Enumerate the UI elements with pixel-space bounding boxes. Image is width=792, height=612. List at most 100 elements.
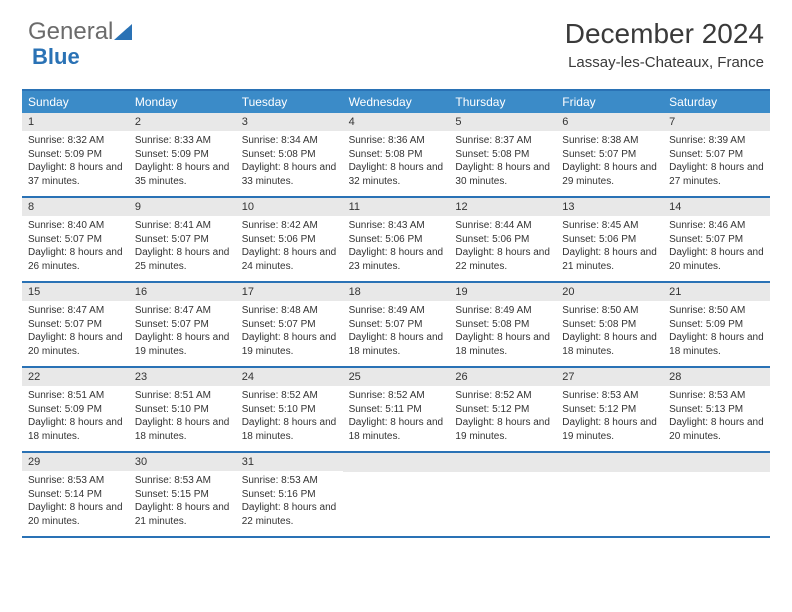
sunrise-line: Sunrise: 8:47 AM [135, 304, 230, 318]
day-cell: 31Sunrise: 8:53 AMSunset: 5:16 PMDayligh… [236, 453, 343, 536]
week-row: 29Sunrise: 8:53 AMSunset: 5:14 PMDayligh… [22, 453, 770, 538]
day-body: Sunrise: 8:53 AMSunset: 5:13 PMDaylight:… [663, 386, 770, 451]
empty-day-header [556, 453, 663, 472]
sunrise-line: Sunrise: 8:51 AM [28, 389, 123, 403]
day-number: 6 [556, 113, 663, 131]
day-cell: 17Sunrise: 8:48 AMSunset: 5:07 PMDayligh… [236, 283, 343, 366]
sunrise-line: Sunrise: 8:42 AM [242, 219, 337, 233]
day-cell [556, 453, 663, 536]
empty-day-header [663, 453, 770, 472]
day-cell: 8Sunrise: 8:40 AMSunset: 5:07 PMDaylight… [22, 198, 129, 281]
logo-text-blue: Blue [32, 44, 80, 70]
daylight-line: Daylight: 8 hours and 18 minutes. [349, 331, 444, 358]
sunset-line: Sunset: 5:15 PM [135, 488, 230, 502]
day-body: Sunrise: 8:51 AMSunset: 5:10 PMDaylight:… [129, 386, 236, 451]
daylight-line: Daylight: 8 hours and 32 minutes. [349, 161, 444, 188]
day-body: Sunrise: 8:50 AMSunset: 5:08 PMDaylight:… [556, 301, 663, 366]
day-number: 28 [663, 368, 770, 386]
weekday-header-row: SundayMondayTuesdayWednesdayThursdayFrid… [22, 91, 770, 113]
sunrise-line: Sunrise: 8:41 AM [135, 219, 230, 233]
day-cell: 21Sunrise: 8:50 AMSunset: 5:09 PMDayligh… [663, 283, 770, 366]
day-cell: 15Sunrise: 8:47 AMSunset: 5:07 PMDayligh… [22, 283, 129, 366]
day-body: Sunrise: 8:39 AMSunset: 5:07 PMDaylight:… [663, 131, 770, 196]
sunrise-line: Sunrise: 8:53 AM [135, 474, 230, 488]
daylight-line: Daylight: 8 hours and 19 minutes. [135, 331, 230, 358]
sunset-line: Sunset: 5:14 PM [28, 488, 123, 502]
sunrise-line: Sunrise: 8:53 AM [242, 474, 337, 488]
weekday-header: Tuesday [236, 91, 343, 113]
day-body: Sunrise: 8:53 AMSunset: 5:12 PMDaylight:… [556, 386, 663, 451]
sunrise-line: Sunrise: 8:38 AM [562, 134, 657, 148]
day-body: Sunrise: 8:49 AMSunset: 5:08 PMDaylight:… [449, 301, 556, 366]
day-body: Sunrise: 8:53 AMSunset: 5:15 PMDaylight:… [129, 471, 236, 536]
sunrise-line: Sunrise: 8:52 AM [349, 389, 444, 403]
sunset-line: Sunset: 5:13 PM [669, 403, 764, 417]
day-number: 31 [236, 453, 343, 471]
daylight-line: Daylight: 8 hours and 24 minutes. [242, 246, 337, 273]
sunset-line: Sunset: 5:09 PM [135, 148, 230, 162]
day-cell: 30Sunrise: 8:53 AMSunset: 5:15 PMDayligh… [129, 453, 236, 536]
day-body: Sunrise: 8:52 AMSunset: 5:10 PMDaylight:… [236, 386, 343, 451]
day-body: Sunrise: 8:45 AMSunset: 5:06 PMDaylight:… [556, 216, 663, 281]
empty-day-header [343, 453, 450, 472]
daylight-line: Daylight: 8 hours and 18 minutes. [349, 416, 444, 443]
daylight-line: Daylight: 8 hours and 20 minutes. [669, 416, 764, 443]
sunrise-line: Sunrise: 8:51 AM [135, 389, 230, 403]
daylight-line: Daylight: 8 hours and 18 minutes. [242, 416, 337, 443]
sunrise-line: Sunrise: 8:49 AM [455, 304, 550, 318]
day-number: 16 [129, 283, 236, 301]
daylight-line: Daylight: 8 hours and 19 minutes. [455, 416, 550, 443]
sunrise-line: Sunrise: 8:50 AM [669, 304, 764, 318]
day-cell: 1Sunrise: 8:32 AMSunset: 5:09 PMDaylight… [22, 113, 129, 196]
day-cell: 13Sunrise: 8:45 AMSunset: 5:06 PMDayligh… [556, 198, 663, 281]
logo-triangle-icon [114, 24, 132, 40]
empty-day-body [449, 472, 556, 528]
sunset-line: Sunset: 5:11 PM [349, 403, 444, 417]
day-body: Sunrise: 8:53 AMSunset: 5:14 PMDaylight:… [22, 471, 129, 536]
sunrise-line: Sunrise: 8:44 AM [455, 219, 550, 233]
sunset-line: Sunset: 5:07 PM [669, 148, 764, 162]
daylight-line: Daylight: 8 hours and 18 minutes. [669, 331, 764, 358]
day-body: Sunrise: 8:47 AMSunset: 5:07 PMDaylight:… [129, 301, 236, 366]
day-number: 23 [129, 368, 236, 386]
day-number: 4 [343, 113, 450, 131]
day-body: Sunrise: 8:34 AMSunset: 5:08 PMDaylight:… [236, 131, 343, 196]
sunset-line: Sunset: 5:06 PM [455, 233, 550, 247]
weekday-header: Thursday [449, 91, 556, 113]
sunrise-line: Sunrise: 8:52 AM [455, 389, 550, 403]
day-cell: 18Sunrise: 8:49 AMSunset: 5:07 PMDayligh… [343, 283, 450, 366]
daylight-line: Daylight: 8 hours and 35 minutes. [135, 161, 230, 188]
logo-text-general: General [28, 18, 113, 46]
day-number: 19 [449, 283, 556, 301]
day-cell: 24Sunrise: 8:52 AMSunset: 5:10 PMDayligh… [236, 368, 343, 451]
sunset-line: Sunset: 5:07 PM [562, 148, 657, 162]
day-body: Sunrise: 8:52 AMSunset: 5:12 PMDaylight:… [449, 386, 556, 451]
sunset-line: Sunset: 5:06 PM [349, 233, 444, 247]
day-body: Sunrise: 8:44 AMSunset: 5:06 PMDaylight:… [449, 216, 556, 281]
sunrise-line: Sunrise: 8:36 AM [349, 134, 444, 148]
daylight-line: Daylight: 8 hours and 19 minutes. [562, 416, 657, 443]
day-number: 10 [236, 198, 343, 216]
day-body: Sunrise: 8:43 AMSunset: 5:06 PMDaylight:… [343, 216, 450, 281]
sunset-line: Sunset: 5:10 PM [135, 403, 230, 417]
day-cell: 11Sunrise: 8:43 AMSunset: 5:06 PMDayligh… [343, 198, 450, 281]
day-cell: 12Sunrise: 8:44 AMSunset: 5:06 PMDayligh… [449, 198, 556, 281]
sunset-line: Sunset: 5:07 PM [242, 318, 337, 332]
sunset-line: Sunset: 5:09 PM [28, 148, 123, 162]
day-cell: 6Sunrise: 8:38 AMSunset: 5:07 PMDaylight… [556, 113, 663, 196]
day-number: 2 [129, 113, 236, 131]
calendar: SundayMondayTuesdayWednesdayThursdayFrid… [22, 89, 770, 538]
day-cell: 16Sunrise: 8:47 AMSunset: 5:07 PMDayligh… [129, 283, 236, 366]
daylight-line: Daylight: 8 hours and 22 minutes. [242, 501, 337, 528]
weeks-container: 1Sunrise: 8:32 AMSunset: 5:09 PMDaylight… [22, 113, 770, 538]
day-number: 1 [22, 113, 129, 131]
empty-day-body [343, 472, 450, 528]
daylight-line: Daylight: 8 hours and 21 minutes. [562, 246, 657, 273]
day-number: 20 [556, 283, 663, 301]
sunset-line: Sunset: 5:07 PM [135, 318, 230, 332]
day-cell: 23Sunrise: 8:51 AMSunset: 5:10 PMDayligh… [129, 368, 236, 451]
logo: General [28, 18, 134, 46]
day-number: 3 [236, 113, 343, 131]
daylight-line: Daylight: 8 hours and 33 minutes. [242, 161, 337, 188]
day-body: Sunrise: 8:40 AMSunset: 5:07 PMDaylight:… [22, 216, 129, 281]
